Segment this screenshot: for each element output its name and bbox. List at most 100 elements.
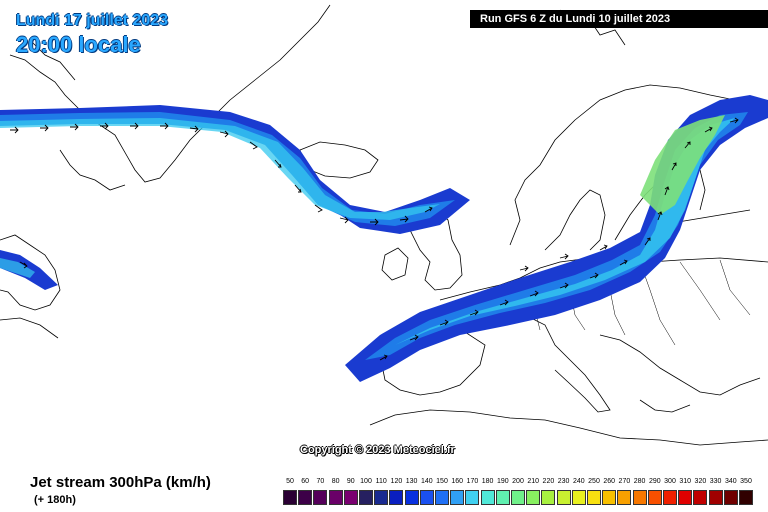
legend-swatch bbox=[647, 490, 662, 505]
legend-label: 300 bbox=[664, 478, 676, 485]
legend-label: 80 bbox=[331, 478, 340, 485]
legend-item: 120 bbox=[388, 478, 404, 508]
legend-swatch bbox=[587, 490, 601, 505]
legend-item: 70 bbox=[312, 478, 328, 508]
legend-item: 240 bbox=[571, 478, 587, 508]
legend-swatch bbox=[328, 490, 343, 505]
legend-item: 290 bbox=[647, 478, 663, 508]
legend-swatch bbox=[343, 490, 358, 505]
legend-label: 70 bbox=[316, 478, 325, 485]
jet-stream-left-remnant bbox=[0, 250, 58, 290]
legend-item: 230 bbox=[556, 478, 572, 508]
legend-item: 210 bbox=[525, 478, 541, 508]
legend-swatch bbox=[480, 490, 495, 505]
legend-item: 160 bbox=[449, 478, 465, 508]
legend-label: 110 bbox=[375, 478, 387, 485]
legend-item: 80 bbox=[328, 478, 344, 508]
legend-label: 130 bbox=[405, 478, 418, 485]
legend-label: 100 bbox=[360, 478, 372, 485]
legend-item: 100 bbox=[358, 478, 374, 508]
legend-label: 250 bbox=[588, 478, 600, 485]
legend-label: 190 bbox=[496, 478, 509, 485]
legend-swatch bbox=[663, 490, 677, 505]
legend-item: 50 bbox=[282, 478, 298, 508]
legend-swatch bbox=[678, 490, 693, 505]
legend-label: 170 bbox=[466, 478, 479, 485]
legend-swatch bbox=[511, 490, 525, 505]
legend-item: 330 bbox=[708, 478, 724, 508]
legend-label: 180 bbox=[481, 478, 494, 485]
legend-swatch bbox=[298, 490, 313, 505]
legend-item: 140 bbox=[419, 478, 435, 508]
legend-label: 120 bbox=[390, 478, 403, 485]
legend-label: 270 bbox=[618, 478, 631, 485]
legend-label: 330 bbox=[709, 478, 722, 485]
legend-item: 220 bbox=[540, 478, 556, 508]
legend-swatch bbox=[556, 490, 571, 505]
legend-swatch bbox=[465, 490, 480, 505]
legend-label: 260 bbox=[603, 478, 616, 485]
legend-swatch bbox=[435, 490, 449, 505]
legend-swatch bbox=[374, 490, 389, 505]
legend-label: 50 bbox=[286, 478, 294, 485]
legend-item: 320 bbox=[692, 478, 708, 508]
legend-label: 140 bbox=[420, 478, 433, 485]
wind-arrows bbox=[10, 117, 739, 361]
legend-item: 60 bbox=[297, 478, 313, 508]
legend-swatch bbox=[723, 490, 738, 505]
legend-label: 150 bbox=[436, 478, 448, 485]
legend-swatch bbox=[283, 490, 297, 505]
legend-swatch bbox=[313, 490, 328, 505]
legend-item: 340 bbox=[723, 478, 739, 508]
legend-swatch bbox=[617, 490, 632, 505]
legend-item: 180 bbox=[480, 478, 496, 508]
legend-label: 90 bbox=[346, 478, 355, 485]
forecast-time-title: 20:00 locale bbox=[16, 32, 141, 57]
legend-swatch bbox=[571, 490, 586, 505]
legend-label: 60 bbox=[301, 478, 310, 485]
legend-label: 280 bbox=[633, 478, 646, 485]
jet-stream-atlantic bbox=[0, 105, 470, 234]
forecast-date-title: Lundi 17 juillet 2023 bbox=[16, 12, 169, 29]
legend-swatch bbox=[526, 490, 541, 505]
legend-item: 110 bbox=[373, 478, 389, 508]
legend-swatch bbox=[632, 490, 647, 505]
legend-item: 260 bbox=[601, 478, 617, 508]
legend-item: 130 bbox=[404, 478, 420, 508]
legend-swatch bbox=[450, 490, 465, 505]
legend-swatch bbox=[602, 490, 617, 505]
legend-label: 160 bbox=[451, 478, 464, 485]
legend-label: 240 bbox=[572, 478, 585, 485]
legend-swatch bbox=[495, 490, 510, 505]
legend-label: 310 bbox=[679, 478, 692, 485]
legend-swatch bbox=[739, 490, 753, 505]
legend-label: 220 bbox=[542, 478, 555, 485]
legend-item: 350 bbox=[738, 478, 754, 508]
legend-swatch bbox=[419, 490, 434, 505]
legend-item: 90 bbox=[343, 478, 359, 508]
legend-label: 210 bbox=[527, 478, 540, 485]
legend-label: 230 bbox=[557, 478, 570, 485]
legend-item: 170 bbox=[464, 478, 480, 508]
legend-swatch bbox=[359, 490, 373, 505]
legend-swatch bbox=[541, 490, 556, 505]
model-run-info: Run GFS 6 Z du Lundi 10 juillet 2023 bbox=[470, 10, 768, 28]
copyright-notice: Copyright © 2023 Meteociel.fr bbox=[300, 444, 455, 456]
legend-item: 280 bbox=[632, 478, 648, 508]
legend-item: 250 bbox=[586, 478, 602, 508]
legend-label: 290 bbox=[648, 478, 661, 485]
legend-label: 340 bbox=[724, 478, 737, 485]
legend-swatch bbox=[693, 490, 708, 505]
legend-item: 190 bbox=[495, 478, 511, 508]
legend-swatch bbox=[404, 490, 419, 505]
legend-label: 200 bbox=[512, 478, 524, 485]
legend-swatch bbox=[708, 490, 723, 505]
legend-swatch bbox=[389, 490, 404, 505]
jet-stream-europe bbox=[345, 95, 768, 382]
legend-item: 310 bbox=[677, 478, 693, 508]
legend-label: 320 bbox=[694, 478, 707, 485]
variable-label: Jet stream 300hPa (km/h) bbox=[30, 474, 211, 491]
legend-item: 300 bbox=[662, 478, 678, 508]
lead-time-label: (+ 180h) bbox=[34, 494, 76, 506]
